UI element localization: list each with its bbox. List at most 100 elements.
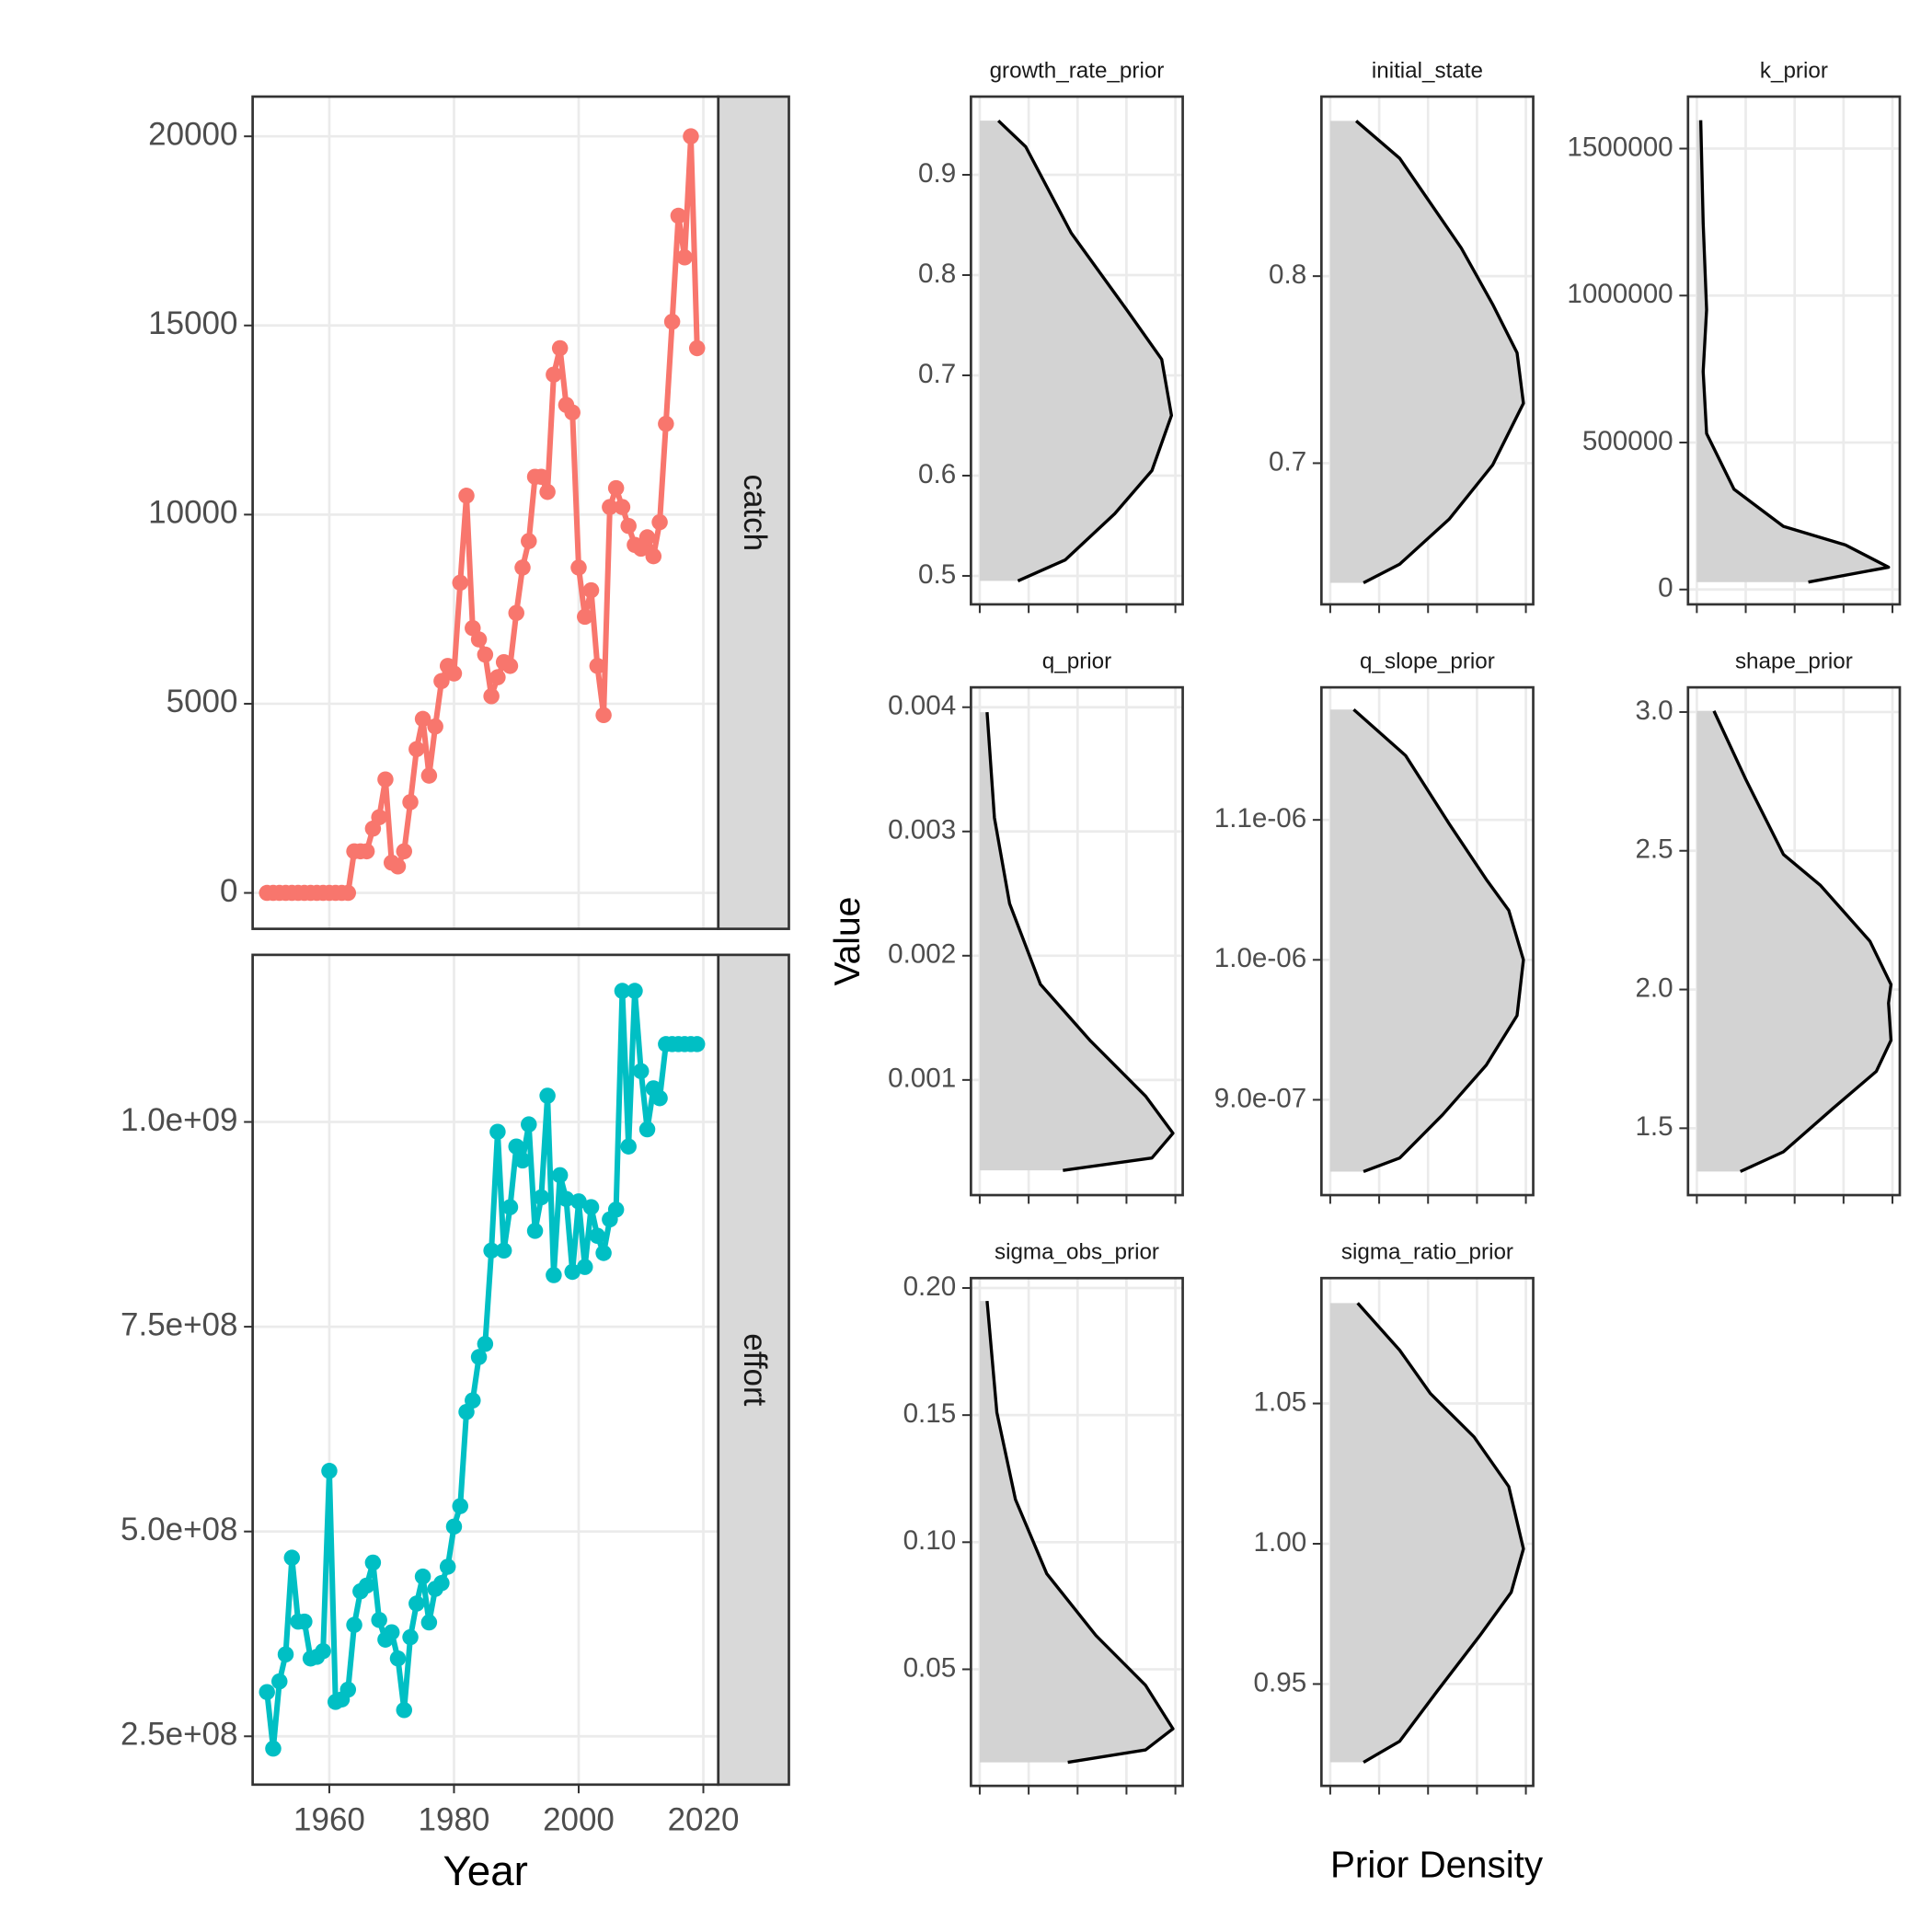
data-point bbox=[501, 658, 519, 674]
x-tick-label: 1960 bbox=[293, 1801, 365, 1837]
data-point bbox=[402, 1628, 419, 1646]
facet-strip bbox=[717, 95, 790, 930]
data-point bbox=[259, 1684, 275, 1700]
y-tick-label: 9.0e-07 bbox=[1214, 1083, 1306, 1113]
density-line bbox=[985, 712, 1175, 1172]
facet-strip bbox=[717, 953, 790, 1787]
data-point bbox=[582, 1199, 600, 1215]
y-tick-label: 0.7 bbox=[918, 359, 956, 389]
data-point bbox=[414, 1568, 431, 1585]
data-point bbox=[265, 1740, 282, 1757]
panel-title: sigma_obs_prior bbox=[995, 1240, 1159, 1265]
density-area bbox=[1696, 710, 1892, 1172]
data-point bbox=[408, 741, 425, 758]
y-tick-label: 0.003 bbox=[888, 815, 956, 845]
data-point bbox=[607, 479, 625, 497]
panel-border bbox=[970, 1276, 1184, 1788]
x-axis-title: Prior Density bbox=[1330, 1844, 1544, 1886]
data-point bbox=[452, 574, 468, 592]
data-point bbox=[620, 517, 637, 535]
panel-title: q_slope_prior bbox=[1360, 650, 1495, 674]
data-point bbox=[470, 631, 488, 648]
data-point bbox=[607, 1202, 625, 1218]
data-point bbox=[645, 547, 662, 565]
data-point bbox=[526, 1223, 544, 1239]
x-axis-title: Year bbox=[443, 1847, 527, 1894]
panel-border bbox=[1319, 95, 1535, 606]
data-point bbox=[321, 1463, 338, 1479]
facet-label: catch bbox=[737, 474, 773, 551]
data-point bbox=[271, 1673, 288, 1690]
data-point bbox=[595, 1245, 612, 1261]
y-tick-label: 0.10 bbox=[903, 1525, 957, 1556]
data-point bbox=[458, 488, 475, 504]
density-line bbox=[1712, 710, 1893, 1173]
data-point bbox=[408, 1595, 425, 1612]
x-tick-label: 1980 bbox=[419, 1801, 490, 1837]
data-point bbox=[570, 1193, 587, 1210]
data-point bbox=[489, 669, 506, 685]
y-tick-label: 0.95 bbox=[1254, 1667, 1307, 1697]
y-tick-label: 0 bbox=[220, 873, 237, 909]
data-point bbox=[602, 499, 618, 515]
data-point bbox=[427, 718, 443, 735]
y-tick-label: 0.004 bbox=[888, 691, 956, 721]
density-area bbox=[979, 121, 1172, 581]
data-point bbox=[570, 559, 587, 576]
panel-title: shape_prior bbox=[1735, 650, 1853, 674]
data-point bbox=[383, 1624, 400, 1640]
data-point bbox=[514, 559, 531, 576]
data-point bbox=[651, 1089, 668, 1107]
y-tick-label: 500000 bbox=[1582, 426, 1673, 456]
data-point bbox=[683, 128, 699, 144]
y-tick-label: 10000 bbox=[148, 495, 237, 531]
data-point bbox=[396, 843, 413, 860]
panel-title: growth_rate_prior bbox=[990, 58, 1165, 83]
data-point bbox=[315, 1642, 331, 1660]
data-point bbox=[364, 1554, 382, 1571]
density-area bbox=[979, 712, 1173, 1171]
y-tick-label: 2.5e+08 bbox=[121, 1717, 237, 1753]
y-tick-label: 15000 bbox=[148, 305, 237, 341]
density-line bbox=[1356, 1302, 1525, 1764]
y-tick-label: 0 bbox=[1658, 573, 1673, 604]
data-point bbox=[546, 1267, 562, 1283]
data-point bbox=[508, 604, 524, 622]
data-point bbox=[521, 1116, 537, 1133]
data-point bbox=[533, 468, 550, 485]
data-point bbox=[433, 1575, 450, 1592]
data-point bbox=[433, 673, 450, 690]
data-point bbox=[402, 794, 419, 811]
data-point bbox=[371, 1612, 387, 1628]
facet-label: effort bbox=[737, 1333, 773, 1406]
panel-title: q_prior bbox=[1042, 650, 1111, 674]
data-point bbox=[533, 1189, 550, 1206]
data-point bbox=[676, 249, 693, 266]
data-point bbox=[452, 1498, 468, 1514]
data-point bbox=[577, 1259, 593, 1275]
data-point bbox=[589, 1227, 606, 1245]
panel-border bbox=[970, 95, 1184, 606]
data-point bbox=[546, 366, 562, 383]
data-point bbox=[558, 1190, 575, 1207]
y-tick-label: 5000 bbox=[167, 684, 238, 719]
data-point bbox=[564, 1263, 581, 1281]
panel-border bbox=[1319, 1276, 1535, 1788]
data-point bbox=[371, 809, 387, 826]
data-point bbox=[483, 1242, 500, 1259]
data-point bbox=[489, 1123, 506, 1140]
y-tick-label: 5.0e+08 bbox=[121, 1512, 237, 1547]
y-tick-label: 20000 bbox=[148, 116, 237, 152]
data-point bbox=[389, 1650, 407, 1667]
data-point bbox=[420, 1614, 438, 1631]
data-point bbox=[577, 608, 593, 626]
data-point bbox=[389, 858, 407, 875]
y-tick-label: 1.00 bbox=[1254, 1527, 1307, 1558]
data-point bbox=[339, 884, 357, 902]
density-line bbox=[996, 119, 1174, 582]
panel-border bbox=[1319, 685, 1535, 1197]
y-tick-label: 1.05 bbox=[1254, 1386, 1307, 1417]
data-point bbox=[445, 665, 463, 682]
data-point bbox=[539, 483, 556, 500]
